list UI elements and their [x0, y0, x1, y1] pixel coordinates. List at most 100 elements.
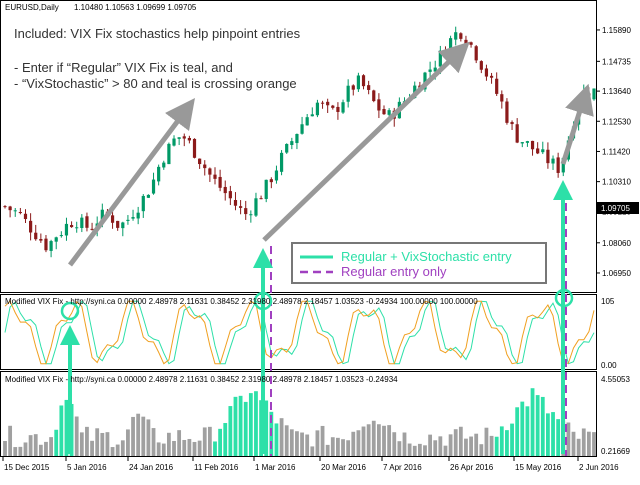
- vix-bar: [428, 434, 433, 456]
- candle-body: [110, 215, 115, 223]
- vix-bar: [187, 438, 192, 456]
- candle-body: [203, 164, 207, 169]
- candle-body: [346, 85, 350, 102]
- vix-bar: [320, 425, 325, 456]
- candle-body: [464, 39, 468, 45]
- candle-body: [167, 143, 171, 165]
- candle-body: [382, 109, 386, 115]
- candle-body: [146, 194, 151, 198]
- candle-body: [484, 68, 489, 77]
- vix-bar: [8, 425, 13, 456]
- candle-body: [182, 136, 186, 139]
- vix-bar: [376, 424, 381, 456]
- candle-body: [228, 191, 232, 199]
- candle-body: [90, 228, 94, 230]
- date-tick-label: 15 May 2016: [515, 463, 562, 472]
- vix-bar: [464, 438, 468, 456]
- vix-bar: [474, 433, 479, 456]
- candle-body: [136, 212, 140, 219]
- vix-bar: [576, 438, 581, 456]
- vix-bar: [423, 445, 427, 456]
- date-tick-label: 1 Mar 2016: [255, 463, 296, 472]
- vix-bar: [284, 425, 289, 456]
- stochastic-title: Modified VIX Fix - http://syni.ca 0.0000…: [5, 297, 478, 306]
- candle-body: [254, 198, 258, 216]
- price-tick-label: 1.12530: [602, 117, 631, 126]
- candle-body: [54, 237, 58, 242]
- stoch-cross-marker-1: [60, 301, 80, 321]
- candle-body: [305, 117, 309, 126]
- candle-body: [341, 102, 345, 113]
- candle-body: [44, 238, 48, 251]
- candle-body: [315, 102, 320, 116]
- candle-body: [80, 217, 84, 229]
- candle-body: [433, 67, 437, 72]
- candle-body: [69, 225, 74, 228]
- candle-body: [300, 124, 304, 134]
- vix-bar: [458, 426, 463, 456]
- vix-bar: [115, 444, 120, 456]
- vix-bar: [156, 442, 161, 456]
- candle-body: [141, 195, 145, 212]
- candle-body: [474, 46, 478, 61]
- vix-bar: [74, 416, 79, 456]
- vix-bar: [361, 426, 366, 456]
- candle-body: [162, 162, 166, 168]
- vix-bar: [469, 436, 473, 456]
- date-tick-label: 5 Jan 2016: [67, 463, 107, 472]
- vix-bar: [438, 436, 443, 456]
- candle-body: [213, 174, 217, 179]
- vix-bar: [494, 436, 499, 456]
- candle-body: [372, 90, 376, 102]
- vix-bar: [530, 388, 535, 456]
- vix-bar: [120, 440, 125, 456]
- vix-bar: [402, 432, 407, 456]
- candle-body: [100, 209, 104, 222]
- candle-body: [454, 32, 458, 40]
- trend-arrow-2: [262, 41, 470, 242]
- vix-bar: [100, 432, 105, 456]
- vix-bar: [443, 445, 448, 456]
- vix-bar: [356, 430, 361, 456]
- vix-bar: [300, 432, 304, 456]
- vix-bar: [484, 427, 489, 456]
- vix-bar: [412, 445, 417, 456]
- vix-bar: [371, 420, 376, 456]
- candle-body: [49, 241, 53, 251]
- vix-bar: [23, 442, 28, 456]
- vix-bar: [387, 425, 392, 456]
- date-tick-label: 26 Apr 2016: [450, 463, 494, 472]
- candle-body: [423, 72, 427, 90]
- candle-body: [505, 101, 509, 123]
- symbol-label: EURUSD,Daily: [5, 3, 59, 12]
- vix-bar: [289, 429, 294, 456]
- price-tick-label: 1.11420: [602, 147, 631, 156]
- vix-bar: [392, 432, 397, 456]
- vix-axis-bottom: 0.21669: [601, 447, 630, 456]
- vix-bar: [64, 399, 69, 456]
- vix-bar: [510, 423, 514, 456]
- legend-box: [291, 242, 547, 284]
- candle-body: [85, 216, 89, 228]
- vix-bar: [433, 440, 438, 456]
- vix-bar: [28, 435, 33, 456]
- candle-body: [64, 223, 69, 236]
- annotation-line-2: - “VixStochastic” > 80 and teal is cross…: [14, 76, 297, 91]
- candle-body: [546, 149, 550, 164]
- price-tick-label: 1.13640: [602, 87, 631, 96]
- vix-bar: [586, 431, 591, 456]
- vix-bar: [131, 416, 135, 456]
- candle-body: [23, 213, 28, 220]
- candle-body: [34, 232, 38, 240]
- candle-body: [387, 110, 391, 115]
- vix-bar: [351, 431, 356, 456]
- vix-bar: [218, 428, 223, 456]
- vix-title: Modified VIX Fix - http://syni.ca 0.0000…: [5, 375, 398, 384]
- candle-body: [587, 93, 591, 98]
- candle-body: [172, 138, 176, 146]
- candle-body: [530, 140, 535, 150]
- vix-bar: [192, 441, 197, 456]
- vix-bar: [54, 429, 59, 456]
